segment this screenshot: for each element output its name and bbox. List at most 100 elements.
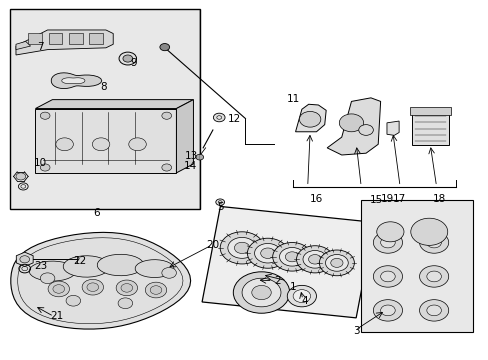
Text: 5: 5 xyxy=(217,202,223,212)
Circle shape xyxy=(116,280,137,296)
Polygon shape xyxy=(295,104,325,132)
Circle shape xyxy=(40,164,50,171)
Circle shape xyxy=(66,296,81,306)
Polygon shape xyxy=(11,232,190,329)
Circle shape xyxy=(20,256,30,263)
Polygon shape xyxy=(61,78,85,84)
Circle shape xyxy=(358,125,372,135)
Circle shape xyxy=(160,44,169,51)
Circle shape xyxy=(285,252,298,262)
Circle shape xyxy=(380,237,394,248)
Circle shape xyxy=(162,164,171,171)
Polygon shape xyxy=(35,100,193,109)
Circle shape xyxy=(260,248,274,258)
Polygon shape xyxy=(386,121,398,135)
Text: 7: 7 xyxy=(37,42,43,52)
Circle shape xyxy=(162,267,176,278)
Circle shape xyxy=(119,52,136,65)
Bar xyxy=(411,109,448,145)
Circle shape xyxy=(92,138,110,151)
Text: 13: 13 xyxy=(184,151,197,161)
Circle shape xyxy=(40,273,55,284)
Circle shape xyxy=(325,255,347,271)
Circle shape xyxy=(233,272,289,313)
Circle shape xyxy=(234,242,249,253)
Circle shape xyxy=(308,255,321,264)
Circle shape xyxy=(118,298,132,309)
Circle shape xyxy=(426,271,441,282)
Circle shape xyxy=(426,237,441,248)
Circle shape xyxy=(419,266,448,287)
Text: 8: 8 xyxy=(100,82,106,92)
Circle shape xyxy=(426,305,441,316)
Circle shape xyxy=(380,271,394,282)
Text: 19: 19 xyxy=(380,194,393,203)
Text: 1: 1 xyxy=(289,282,296,292)
Circle shape xyxy=(410,218,447,246)
Bar xyxy=(10,9,200,208)
Circle shape xyxy=(296,246,333,273)
Text: 20: 20 xyxy=(206,240,219,250)
Text: 22: 22 xyxy=(73,256,86,266)
Circle shape xyxy=(303,251,326,268)
Text: 6: 6 xyxy=(93,208,100,218)
Circle shape xyxy=(82,279,103,295)
Circle shape xyxy=(128,138,146,151)
Text: 4: 4 xyxy=(301,296,307,306)
Circle shape xyxy=(150,286,162,294)
Circle shape xyxy=(87,283,99,292)
Polygon shape xyxy=(16,30,113,55)
Circle shape xyxy=(53,285,64,293)
Text: 14: 14 xyxy=(183,161,196,171)
Polygon shape xyxy=(97,254,143,276)
Bar xyxy=(89,33,103,44)
Text: 17: 17 xyxy=(392,194,405,203)
Circle shape xyxy=(372,266,402,287)
Polygon shape xyxy=(326,98,380,155)
Circle shape xyxy=(40,112,50,119)
Bar xyxy=(69,33,82,44)
Circle shape xyxy=(242,278,281,307)
Circle shape xyxy=(196,154,203,160)
Circle shape xyxy=(372,300,402,321)
Circle shape xyxy=(292,290,310,302)
Text: 9: 9 xyxy=(130,58,137,68)
Circle shape xyxy=(376,222,403,242)
Circle shape xyxy=(279,248,304,266)
Bar xyxy=(202,206,374,318)
Circle shape xyxy=(380,305,394,316)
Bar xyxy=(48,33,62,44)
Bar xyxy=(28,33,41,44)
Text: 12: 12 xyxy=(228,113,241,123)
Text: 15: 15 xyxy=(369,195,383,204)
Circle shape xyxy=(272,243,311,271)
Circle shape xyxy=(162,112,171,119)
Polygon shape xyxy=(35,109,176,173)
Circle shape xyxy=(145,282,166,298)
Circle shape xyxy=(48,281,69,297)
Circle shape xyxy=(251,285,271,300)
Circle shape xyxy=(339,114,363,132)
Text: 3: 3 xyxy=(352,326,359,336)
Polygon shape xyxy=(176,100,193,173)
Polygon shape xyxy=(51,73,102,89)
Text: 2: 2 xyxy=(274,276,280,286)
Circle shape xyxy=(121,284,132,292)
Polygon shape xyxy=(29,261,76,281)
Circle shape xyxy=(220,232,264,264)
Circle shape xyxy=(299,111,320,127)
Circle shape xyxy=(287,285,316,307)
Text: 16: 16 xyxy=(309,194,323,203)
Circle shape xyxy=(254,243,281,263)
Text: 18: 18 xyxy=(431,194,445,203)
Circle shape xyxy=(330,258,342,267)
Circle shape xyxy=(213,113,224,122)
Circle shape xyxy=(419,232,448,253)
Circle shape xyxy=(419,300,448,321)
Polygon shape xyxy=(16,41,30,50)
Circle shape xyxy=(122,55,132,62)
Polygon shape xyxy=(16,252,33,266)
Text: 10: 10 xyxy=(34,158,47,168)
Circle shape xyxy=(247,238,287,268)
Circle shape xyxy=(372,232,402,253)
